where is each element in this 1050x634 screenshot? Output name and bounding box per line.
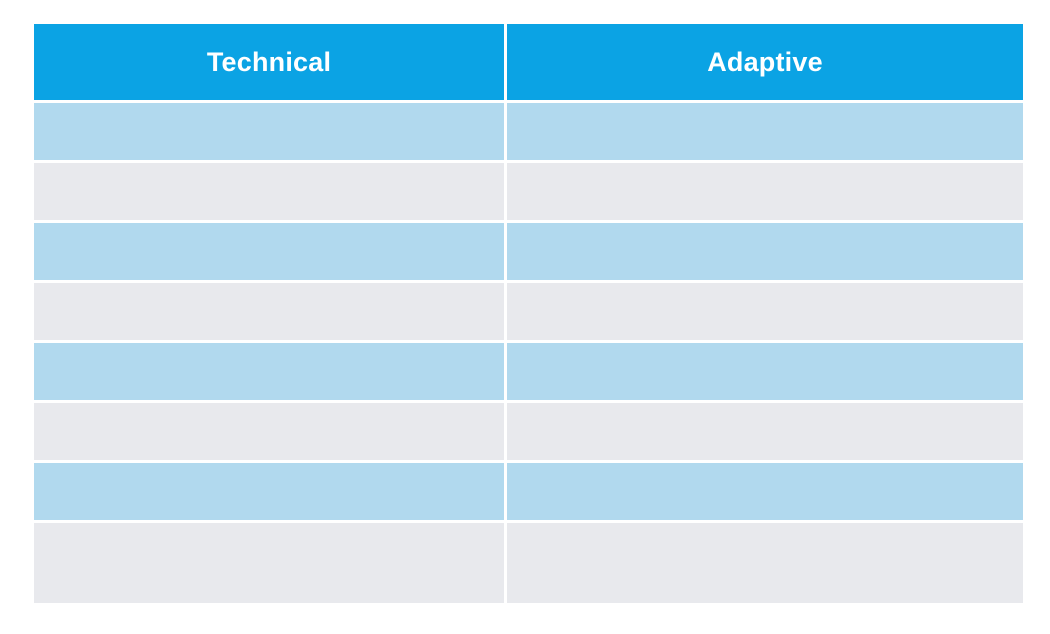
column-divider xyxy=(504,523,507,603)
column-divider xyxy=(504,403,507,460)
row-divider xyxy=(504,460,507,463)
table-cell-adaptive xyxy=(507,523,1023,603)
column-divider xyxy=(504,163,507,220)
row-divider xyxy=(507,340,1023,343)
table-cell-technical xyxy=(34,283,504,340)
table-cell-adaptive xyxy=(507,283,1023,340)
comparison-table: Technical Adaptive xyxy=(34,24,1023,603)
column-divider xyxy=(504,24,507,100)
row-divider xyxy=(34,400,504,403)
row-divider xyxy=(504,220,507,223)
table-cell-adaptive xyxy=(507,163,1023,220)
column-divider xyxy=(504,283,507,340)
row-divider xyxy=(507,460,1023,463)
row-divider xyxy=(504,520,507,523)
row-divider xyxy=(34,160,504,163)
row-divider xyxy=(507,160,1023,163)
table-cell-technical xyxy=(34,463,504,520)
row-divider xyxy=(504,100,507,103)
row-divider xyxy=(504,280,507,283)
row-divider xyxy=(34,220,504,223)
column-header-adaptive: Adaptive xyxy=(507,24,1023,100)
row-divider xyxy=(34,460,504,463)
table-cell-adaptive xyxy=(507,463,1023,520)
column-divider xyxy=(504,343,507,400)
column-divider xyxy=(504,103,507,160)
row-divider xyxy=(504,340,507,343)
table-cell-adaptive xyxy=(507,223,1023,280)
table-cell-technical xyxy=(34,163,504,220)
row-divider xyxy=(504,160,507,163)
row-divider xyxy=(507,520,1023,523)
table-cell-adaptive xyxy=(507,343,1023,400)
row-divider xyxy=(507,280,1023,283)
table-cell-adaptive xyxy=(507,403,1023,460)
table-cell-technical xyxy=(34,103,504,160)
row-divider xyxy=(507,100,1023,103)
row-divider xyxy=(34,100,504,103)
table-cell-technical xyxy=(34,223,504,280)
table-cell-adaptive xyxy=(507,103,1023,160)
column-header-technical: Technical xyxy=(34,24,504,100)
table-cell-technical xyxy=(34,403,504,460)
table-cell-technical xyxy=(34,523,504,603)
row-divider xyxy=(34,520,504,523)
row-divider xyxy=(34,340,504,343)
row-divider xyxy=(507,220,1023,223)
row-divider xyxy=(34,280,504,283)
column-divider xyxy=(504,463,507,520)
row-divider xyxy=(507,400,1023,403)
row-divider xyxy=(504,400,507,403)
table-cell-technical xyxy=(34,343,504,400)
column-divider xyxy=(504,223,507,280)
